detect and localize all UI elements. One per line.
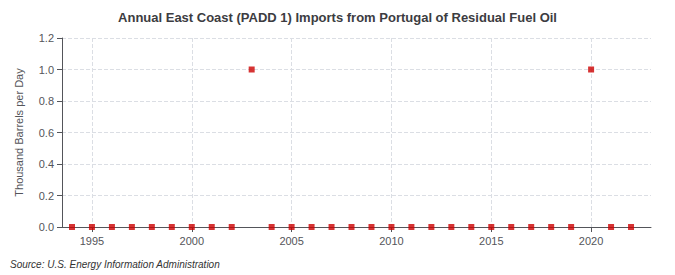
svg-text:2010: 2010: [379, 235, 403, 247]
svg-text:0.4: 0.4: [39, 158, 54, 170]
svg-text:0.0: 0.0: [39, 221, 54, 233]
svg-text:1.0: 1.0: [39, 64, 54, 76]
svg-text:1995: 1995: [80, 235, 104, 247]
svg-text:Source: U.S. Energy Informatio: Source: U.S. Energy Information Administ…: [10, 259, 220, 270]
svg-text:0.2: 0.2: [39, 190, 54, 202]
svg-text:2015: 2015: [479, 235, 503, 247]
svg-text:0.6: 0.6: [39, 127, 54, 139]
svg-text:Thousand Barrels per Day: Thousand Barrels per Day: [13, 68, 25, 197]
svg-text:1.2: 1.2: [39, 32, 54, 44]
svg-text:2020: 2020: [579, 235, 603, 247]
svg-text:0.8: 0.8: [39, 95, 54, 107]
svg-text:Annual East Coast (PADD 1) Imp: Annual East Coast (PADD 1) Imports from …: [118, 10, 557, 25]
svg-text:2005: 2005: [279, 235, 303, 247]
svg-text:2000: 2000: [180, 235, 204, 247]
